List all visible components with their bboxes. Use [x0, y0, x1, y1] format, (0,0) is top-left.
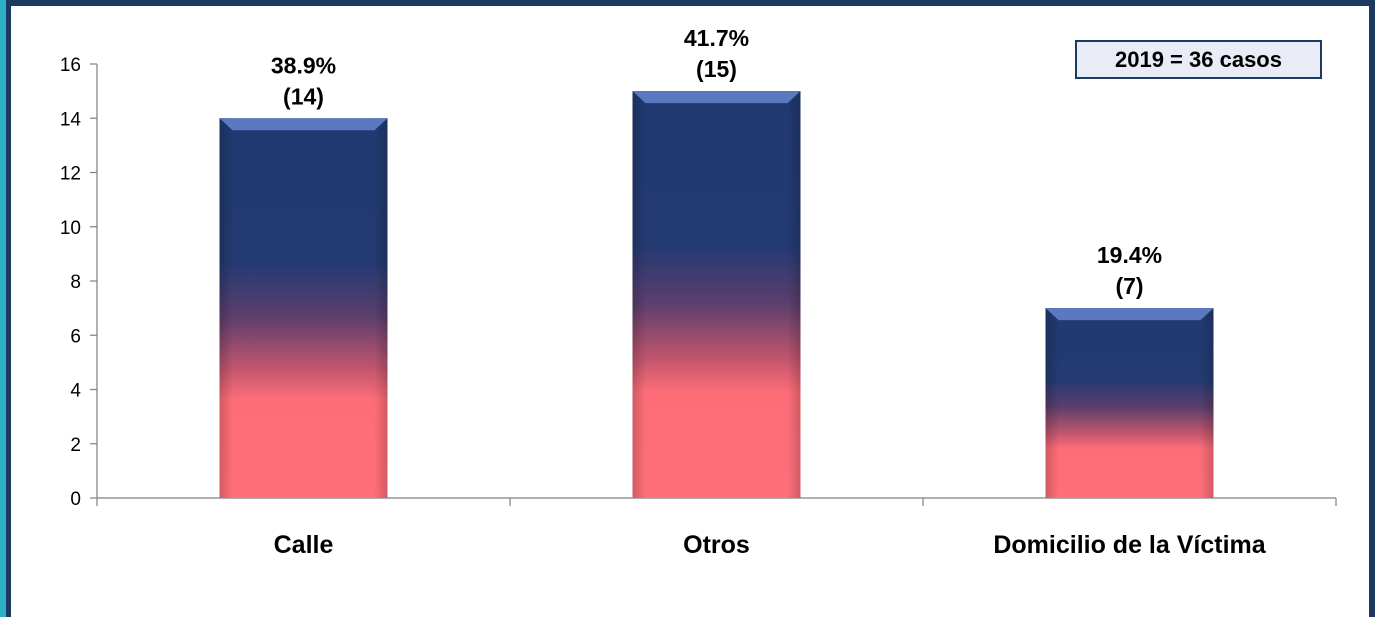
bar-shading — [632, 91, 801, 498]
data-label-count: (15) — [696, 56, 737, 82]
x-category-label: Otros — [683, 531, 750, 559]
bar-body — [632, 91, 801, 498]
x-category-label: Domicilio de la Víctima — [993, 531, 1266, 559]
data-label-percent: 38.9% — [271, 52, 336, 78]
data-label-count: (14) — [283, 83, 324, 109]
bar-calle — [219, 118, 388, 498]
bar-body — [219, 118, 388, 498]
data-label-count: (7) — [1115, 273, 1143, 299]
bar-cap — [1045, 308, 1214, 321]
bar-otros — [632, 91, 801, 498]
bar-domicilio-de-la-v-ctima — [1045, 308, 1214, 498]
y-tick-label: 2 — [70, 435, 81, 456]
bar-cap — [219, 118, 388, 131]
bar-cap — [632, 91, 801, 104]
y-tick-label: 10 — [60, 218, 81, 239]
data-labels: 38.9% (14) Calle 41.7% (15) Otros 19.4% (7) Domi… — [271, 25, 1267, 559]
data-label-percent: 19.4% — [1097, 242, 1162, 268]
total-cases-annotation: 2019 = 36 casos — [1075, 40, 1322, 79]
y-tick-label: 16 — [60, 55, 81, 76]
bar-shading — [219, 118, 388, 498]
data-label-percent: 41.7% — [684, 25, 749, 51]
x-category-label: Calle — [274, 531, 334, 559]
y-tick-label: 0 — [70, 489, 81, 510]
y-tick-label: 4 — [70, 381, 81, 402]
axes: 0 2 4 6 8 10 12 14 16 — [60, 55, 1337, 510]
y-tick-label: 6 — [70, 326, 81, 347]
bar-shading — [1045, 308, 1214, 498]
y-tick-label: 14 — [60, 109, 82, 130]
y-tick-label: 8 — [70, 272, 81, 293]
y-tick-label: 12 — [60, 164, 81, 185]
bars — [219, 91, 1214, 498]
bar-body — [1045, 308, 1214, 498]
